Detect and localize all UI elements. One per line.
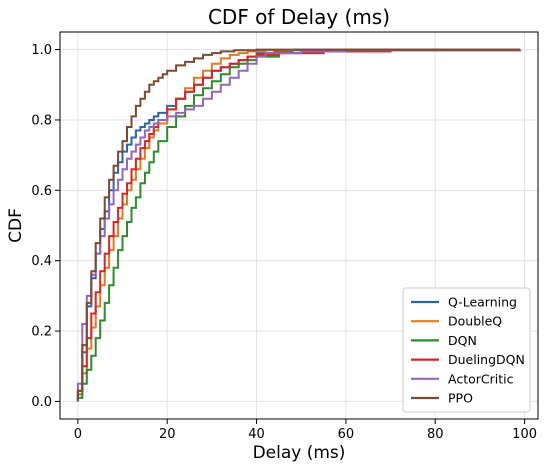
legend-entry: Q-Learning bbox=[448, 295, 517, 310]
legend-entry: PPO bbox=[448, 391, 473, 406]
legend-entry: ActorCritic bbox=[448, 371, 514, 386]
y-tick-label: 1.0 bbox=[31, 43, 52, 58]
legend-entry: DQN bbox=[448, 333, 477, 348]
x-axis-label: Delay (ms) bbox=[253, 443, 346, 463]
x-tick-label: 40 bbox=[248, 427, 265, 442]
series-line-duelingdqn bbox=[76, 49, 522, 402]
x-tick-label: 80 bbox=[427, 427, 444, 442]
x-axis: 0 20 40 60 80 100 bbox=[74, 419, 537, 442]
y-tick-label: 0.4 bbox=[31, 254, 52, 269]
y-axis: 0.0 0.2 0.4 0.6 0.8 1.0 bbox=[31, 43, 60, 410]
x-tick-label: 0 bbox=[74, 427, 82, 442]
y-axis-label: CDF bbox=[6, 208, 26, 243]
x-tick-label: 20 bbox=[159, 427, 176, 442]
legend: Q-Learning DoubleQ DQN DuelingDQN ActorCriti… bbox=[402, 287, 531, 413]
y-tick-label: 0.2 bbox=[31, 325, 52, 340]
series-line-ppo bbox=[76, 48, 521, 402]
legend-box bbox=[402, 287, 531, 413]
y-tick-label: 0.0 bbox=[31, 395, 52, 410]
y-tick-label: 0.6 bbox=[31, 184, 52, 199]
legend-entry: DoubleQ bbox=[448, 314, 502, 329]
x-tick-label: 60 bbox=[338, 427, 355, 442]
y-tick-label: 0.8 bbox=[31, 113, 52, 128]
grid bbox=[60, 32, 538, 419]
chart-title: CDF of Delay (ms) bbox=[208, 5, 390, 29]
plot-frame bbox=[59, 31, 539, 420]
series-layer bbox=[76, 48, 522, 402]
series-line-dqn bbox=[76, 49, 522, 402]
legend-entry: DuelingDQN bbox=[448, 352, 525, 367]
x-tick-label: 100 bbox=[512, 427, 537, 442]
